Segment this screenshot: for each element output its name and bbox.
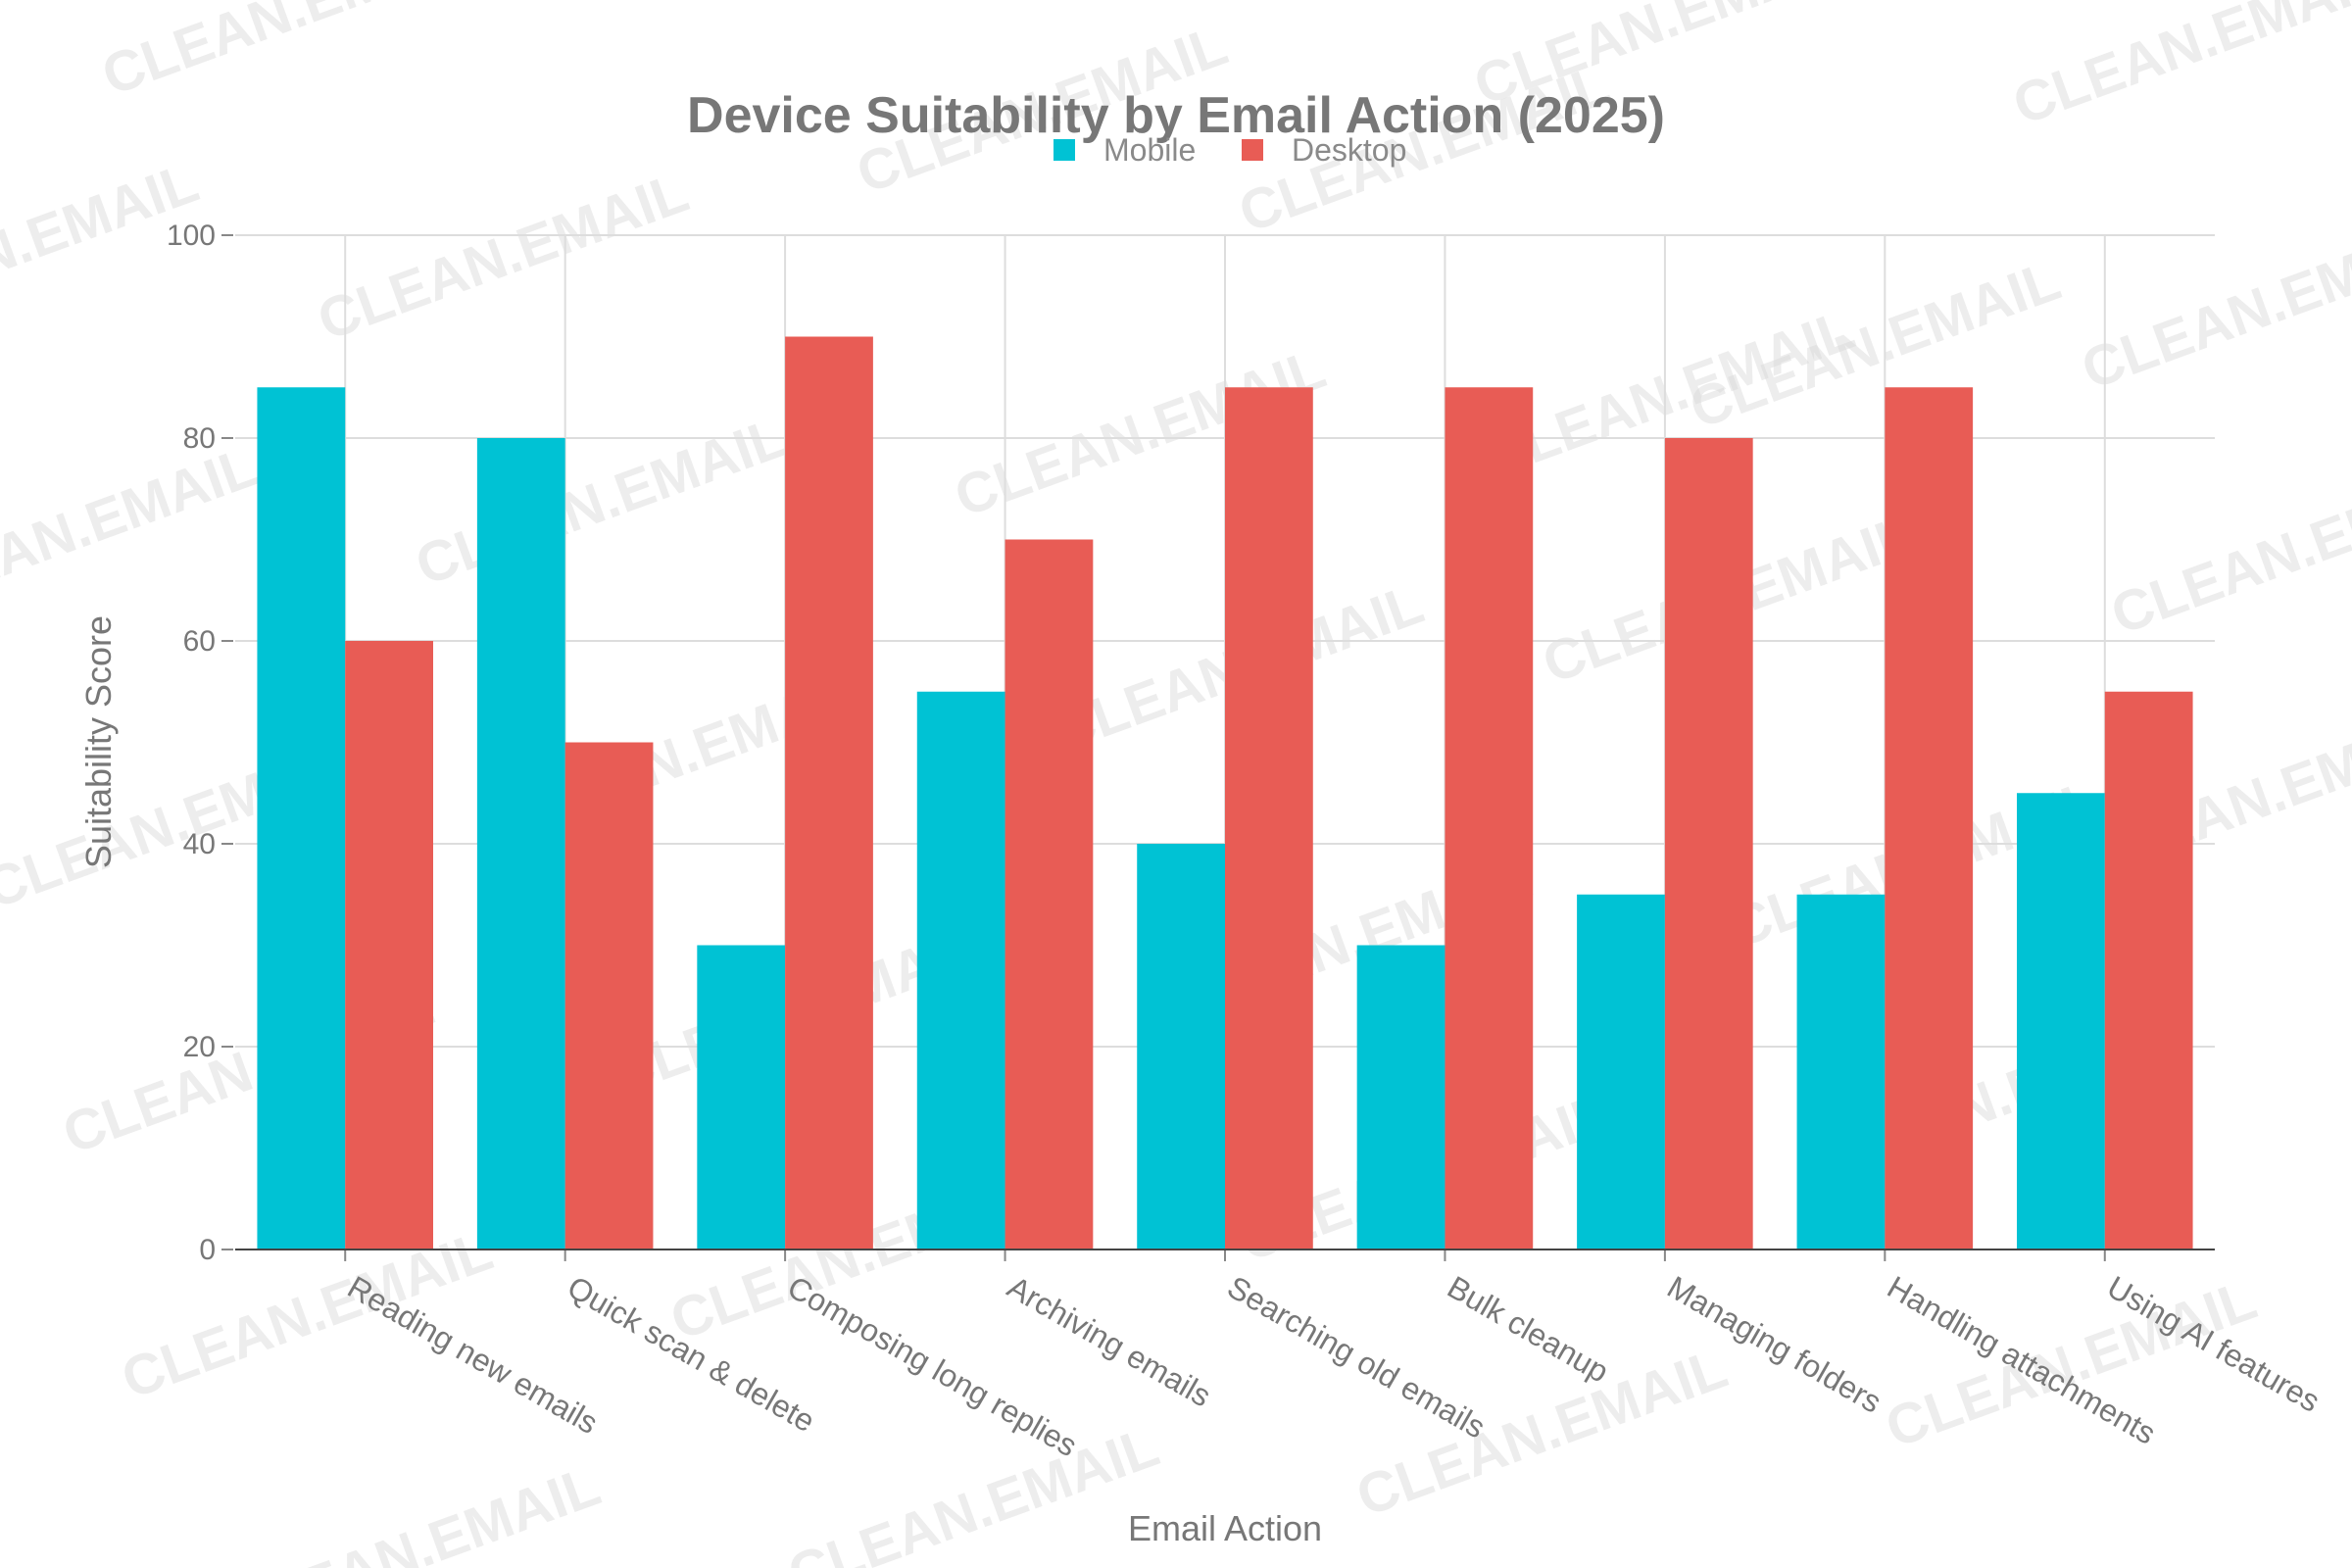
- x-tick-label: Bulk cleanup: [1442, 1269, 1615, 1390]
- x-axis-title: Email Action: [1128, 1508, 1322, 1548]
- y-axis-ticks: 0 20 40 60 80 100: [167, 220, 233, 1266]
- legend-swatch-mobile: [1054, 139, 1075, 161]
- legend-label-desktop[interactable]: Desktop: [1292, 132, 1406, 168]
- bar-desktop[interactable]: [785, 336, 873, 1250]
- legend-swatch-desktop: [1242, 139, 1263, 161]
- watermark-text: CLEAN.EMAIL: [2005, 0, 2352, 137]
- y-tick-label: 80: [183, 422, 216, 455]
- watermark-text: CLEAN.EMAIL: [2074, 209, 2352, 402]
- bar-mobile[interactable]: [1577, 894, 1665, 1250]
- bar-desktop[interactable]: [345, 641, 433, 1250]
- y-tick-label: 100: [167, 220, 216, 252]
- bar-mobile[interactable]: [916, 691, 1005, 1250]
- watermark-text: CLEAN.EMAIL: [221, 1453, 609, 1568]
- bar-mobile[interactable]: [1356, 945, 1446, 1250]
- watermark-text: CLEAN.EMAIL: [780, 1414, 1167, 1568]
- watermark-text: CLEAN.EMAIL: [310, 160, 697, 353]
- y-tick-label: 20: [183, 1031, 216, 1063]
- bar-desktop[interactable]: [1885, 387, 1974, 1250]
- bar-desktop[interactable]: [1225, 387, 1313, 1250]
- bar-mobile[interactable]: [2017, 793, 2105, 1250]
- y-tick-label: 0: [199, 1234, 216, 1266]
- bar-mobile[interactable]: [476, 438, 565, 1250]
- watermark-text: CLEAN.EMAIL: [0, 434, 266, 627]
- y-tick-label: 60: [183, 625, 216, 658]
- bar-mobile[interactable]: [257, 387, 346, 1250]
- legend-label-mobile[interactable]: Mobile: [1103, 132, 1196, 168]
- bar-mobile[interactable]: [1796, 894, 1886, 1250]
- bar-desktop[interactable]: [1664, 438, 1753, 1250]
- x-tick-label: Archiving emails: [1002, 1269, 1217, 1414]
- y-axis-title: Suitability Score: [78, 615, 119, 868]
- watermark-text: CLEAN.EMAIL: [408, 405, 795, 598]
- bar-desktop[interactable]: [2104, 691, 2193, 1250]
- bar-desktop[interactable]: [564, 742, 654, 1250]
- watermark-text: CLEAN.EMAIL: [2103, 454, 2352, 647]
- legend: Mobile Desktop: [1054, 132, 1406, 168]
- chart-title: Device Suitability by Email Action (2025…: [687, 87, 1665, 144]
- watermark-text: CLEAN.EMAIL: [94, 0, 481, 108]
- bars-layer: [257, 336, 2193, 1250]
- bar-desktop[interactable]: [1004, 539, 1094, 1250]
- bar-mobile[interactable]: [1137, 844, 1225, 1250]
- bar-mobile[interactable]: [697, 945, 786, 1250]
- bar-desktop[interactable]: [1445, 387, 1534, 1250]
- y-tick-label: 40: [183, 828, 216, 860]
- watermark-text: CLEAN.EMAIL: [1231, 52, 1618, 245]
